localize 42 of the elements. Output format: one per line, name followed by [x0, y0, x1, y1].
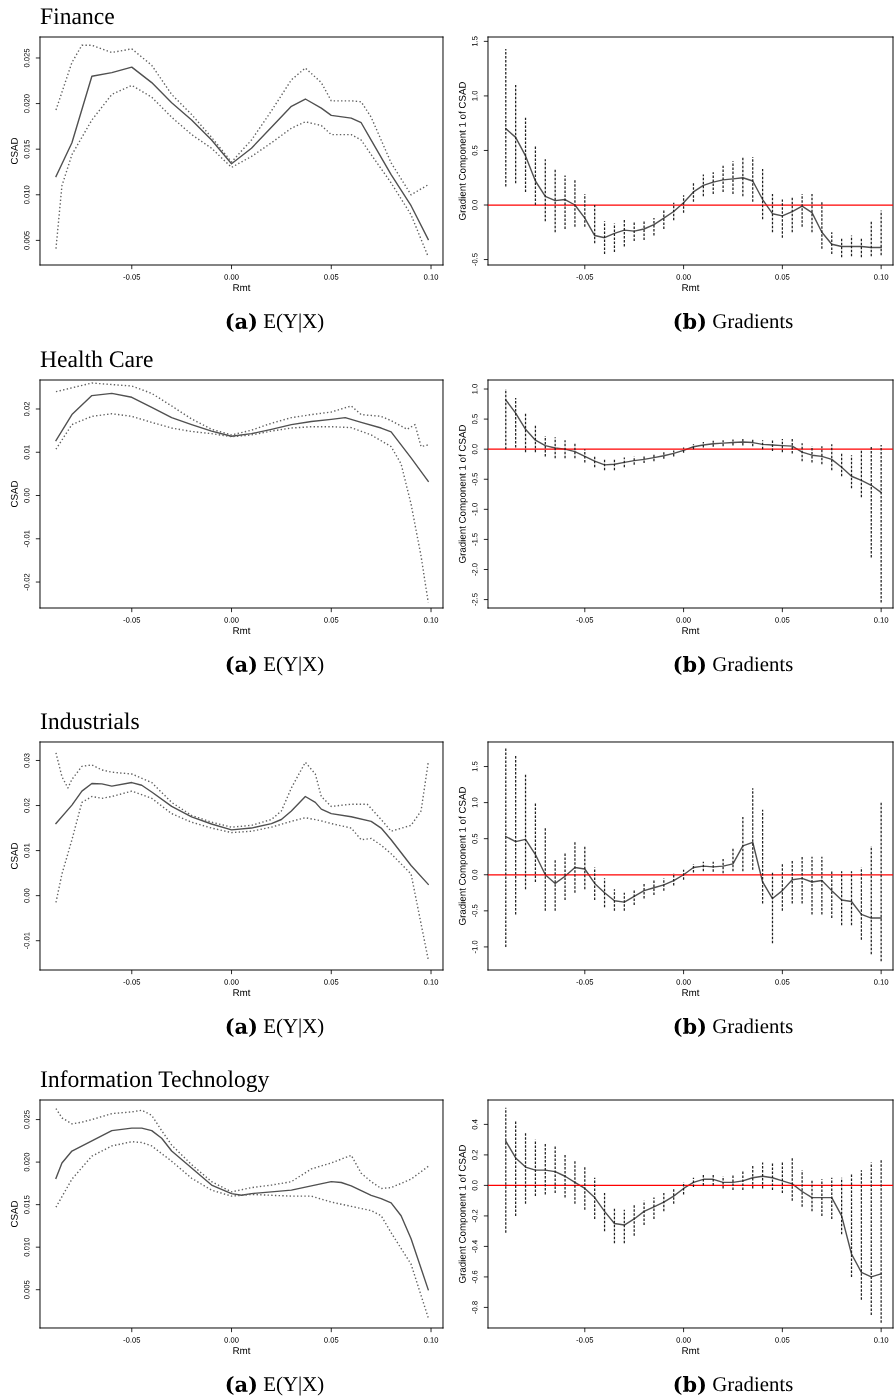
x-axis-title: Rmt — [233, 1347, 251, 1355]
line-series — [55, 66, 429, 241]
text: (b) Gradients — [674, 1017, 793, 1037]
line-series — [55, 1127, 429, 1291]
chart-title: Information Technology — [40, 1070, 270, 1092]
y-axis-title: CSAD — [10, 1200, 18, 1228]
x-axis-title: Rmt — [233, 627, 251, 635]
text: (b) Gradients — [674, 312, 793, 332]
chart-title: Industrials — [40, 712, 139, 730]
line-series — [505, 1140, 882, 1278]
text: (a) E(Y|X) — [226, 655, 324, 676]
line-series — [55, 392, 429, 482]
y-axis-title: CSAD — [10, 137, 18, 165]
x-axis-title: Rmt — [233, 284, 251, 292]
line-series — [55, 1107, 429, 1193]
line-series — [505, 399, 882, 494]
line-series — [55, 752, 429, 832]
line-series — [55, 44, 429, 196]
text: (a) E(Y|X) — [226, 1017, 324, 1038]
y-axis-title: Gradient Component 1 of CSAD — [458, 1145, 468, 1283]
x-axis-title: Rmt — [682, 1347, 700, 1355]
y-axis-title: CSAD — [10, 842, 18, 870]
x-axis-title: Rmt — [682, 627, 700, 635]
chart-title: Finance — [40, 8, 114, 25]
y-axis-title: Gradient Component 1 of CSAD — [458, 425, 468, 563]
text: (a) E(Y|X) — [226, 1375, 324, 1396]
y-axis-title: Gradient Component 1 of CSAD — [458, 82, 468, 220]
line-series — [55, 790, 429, 961]
y-axis-title: Gradient Component 1 of CSAD — [458, 787, 468, 925]
text: (b) Gradients — [674, 655, 793, 675]
x-axis-title: Rmt — [682, 284, 700, 292]
line-series — [55, 781, 429, 886]
line-series — [505, 127, 882, 249]
x-axis-title: Rmt — [682, 989, 700, 997]
y-axis-title: CSAD — [10, 480, 18, 508]
line-series — [55, 1140, 429, 1319]
x-axis-title: Rmt — [233, 989, 251, 997]
line-series — [505, 835, 882, 919]
text: (a) E(Y|X) — [226, 312, 324, 333]
line-series — [55, 84, 429, 258]
chart-title: Health Care — [40, 350, 153, 368]
text: (b) Gradients — [674, 1375, 793, 1395]
